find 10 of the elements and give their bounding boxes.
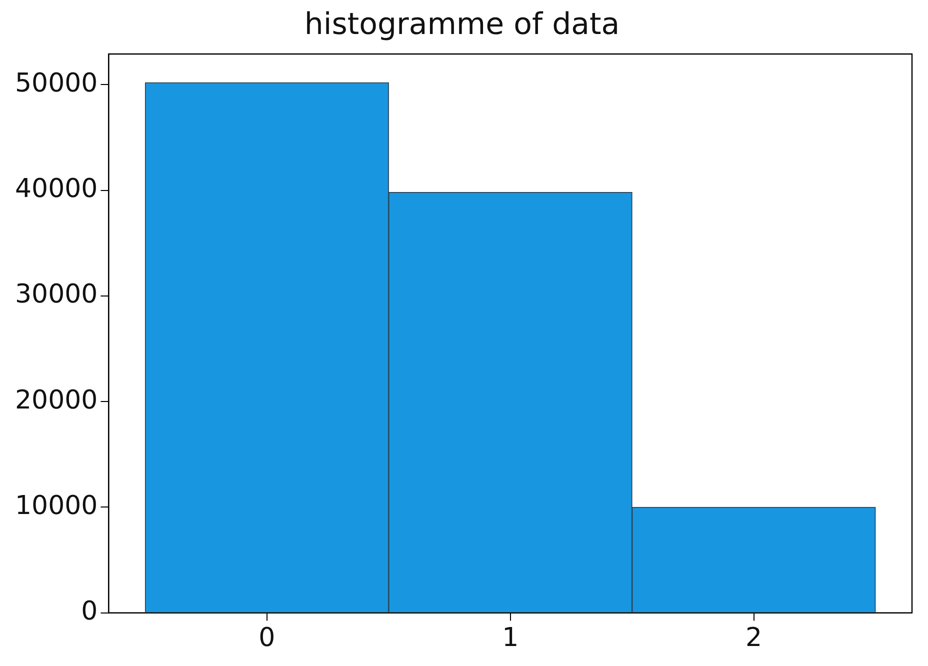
y-tick-label: 40000	[14, 174, 98, 204]
y-tick-label: 50000	[14, 68, 98, 98]
x-tick-label: 1	[502, 623, 519, 654]
chart-title: histogramme of data	[304, 6, 620, 42]
y-tick-label: 10000	[14, 490, 98, 521]
y-tick-label: 0	[81, 596, 98, 627]
y-tick-label: 30000	[14, 280, 98, 310]
x-tick-label: 0	[258, 623, 276, 654]
y-tick-label: 20000	[14, 385, 98, 416]
x-tick-label: 2	[746, 623, 762, 654]
